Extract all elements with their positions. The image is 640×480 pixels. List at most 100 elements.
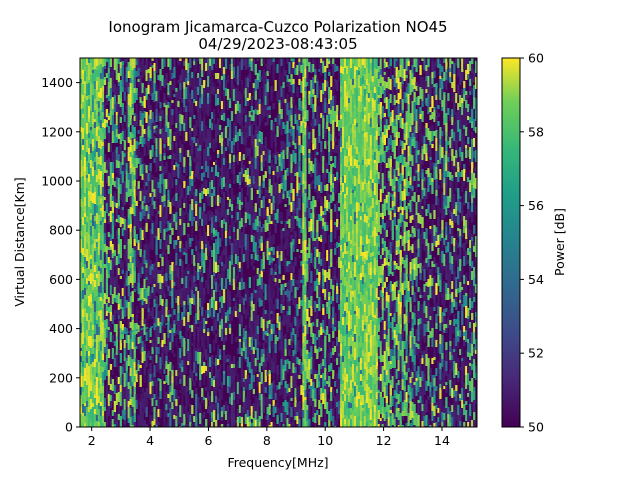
heatmap-cell xyxy=(85,351,89,358)
heatmap-cell xyxy=(115,324,119,336)
heatmap-cell xyxy=(296,162,299,172)
heatmap-cell xyxy=(248,117,252,126)
heatmap-cell xyxy=(177,236,180,240)
heatmap-cell xyxy=(316,185,319,193)
heatmap-cell xyxy=(226,232,230,238)
heatmap-cell xyxy=(256,58,259,61)
heatmap-cell xyxy=(80,423,83,427)
heatmap-cell xyxy=(167,310,170,315)
heatmap-cell xyxy=(129,58,132,66)
heatmap-cell xyxy=(91,403,95,407)
heatmap-cell xyxy=(310,398,313,406)
heatmap-cell xyxy=(256,232,259,243)
heatmap-column xyxy=(334,64,337,427)
heatmap-cell xyxy=(87,195,91,207)
heatmap-cell xyxy=(242,391,246,402)
heatmap-column xyxy=(286,58,289,427)
heatmap-cell xyxy=(129,100,132,107)
heatmap-cell xyxy=(121,393,124,399)
heatmap-cell xyxy=(320,253,323,259)
heatmap-cell xyxy=(222,165,226,177)
heatmap-cell xyxy=(85,58,89,65)
heatmap-cell xyxy=(155,236,158,243)
heatmap-cell xyxy=(133,58,136,68)
heatmap-cell xyxy=(268,399,271,404)
heatmap-cell xyxy=(314,327,317,334)
heatmap-cell xyxy=(320,378,323,388)
heatmap-cell xyxy=(201,191,204,199)
heatmap-cell xyxy=(262,108,265,118)
heatmap-cell xyxy=(336,278,339,283)
heatmap-cell xyxy=(141,63,144,75)
heatmap-cell xyxy=(270,93,273,101)
heatmap-cell xyxy=(133,82,136,88)
heatmap-cell xyxy=(236,394,240,404)
heatmap-cell xyxy=(282,357,285,365)
heatmap-cell xyxy=(191,128,194,131)
heatmap-cell xyxy=(91,112,95,124)
heatmap-cell xyxy=(248,378,252,384)
heatmap-cell xyxy=(330,114,333,124)
heatmap-cell xyxy=(183,119,186,123)
heatmap-cell xyxy=(266,193,269,199)
heatmap-cell xyxy=(137,337,140,344)
heatmap-cell xyxy=(308,419,311,424)
heatmap-cell xyxy=(258,142,261,147)
heatmap-cell xyxy=(286,402,289,410)
heatmap-cell xyxy=(304,286,307,290)
heatmap-cell xyxy=(226,75,230,83)
heatmap-column xyxy=(274,66,277,427)
heatmap-cell xyxy=(213,170,216,174)
heatmap-cell xyxy=(304,405,307,410)
heatmap-cell xyxy=(109,260,113,270)
heatmap-cell xyxy=(139,191,142,201)
heatmap-cell xyxy=(175,167,178,176)
heatmap-cell xyxy=(153,83,156,94)
heatmap-cell xyxy=(199,108,202,115)
heatmap-cell xyxy=(145,388,148,396)
heatmap-cell xyxy=(93,367,97,379)
heatmap-cell xyxy=(246,58,250,69)
heatmap-cell xyxy=(115,388,119,393)
heatmap-cell xyxy=(87,320,91,330)
heatmap-cell xyxy=(153,94,156,102)
heatmap-cell xyxy=(270,318,273,324)
heatmap-cell xyxy=(153,177,156,189)
heatmap-cell xyxy=(143,87,146,96)
heatmap-cell xyxy=(117,366,121,372)
heatmap-cell xyxy=(125,137,128,141)
heatmap-cell xyxy=(324,80,327,91)
heatmap-cell xyxy=(324,348,327,358)
heatmap-cell xyxy=(115,112,119,115)
heatmap-cell xyxy=(222,177,226,187)
heatmap-cell xyxy=(159,310,162,322)
heatmap-cell xyxy=(163,421,166,427)
heatmap-cell xyxy=(139,188,142,191)
heatmap-cell xyxy=(99,250,103,260)
heatmap-column xyxy=(135,58,138,409)
heatmap-cell xyxy=(270,341,273,348)
heatmap-cell xyxy=(169,184,172,194)
heatmap-cell xyxy=(232,380,236,388)
heatmap-cell xyxy=(165,410,168,417)
heatmap-cell xyxy=(173,309,176,315)
heatmap-cell xyxy=(304,250,307,261)
heatmap-cell xyxy=(213,139,216,144)
heatmap-cell xyxy=(260,183,263,186)
heatmap-cell xyxy=(175,123,178,128)
heatmap-cell xyxy=(195,101,198,106)
heatmap-cell xyxy=(318,175,321,185)
heatmap-column xyxy=(300,58,303,417)
heatmap-cell xyxy=(236,336,240,341)
heatmap-cell xyxy=(330,151,333,156)
heatmap-cell xyxy=(252,213,255,223)
heatmap-cell xyxy=(101,312,105,322)
heatmap-cell xyxy=(85,120,89,123)
heatmap-cell xyxy=(125,271,128,278)
heatmap-cell xyxy=(199,321,202,331)
heatmap-cell xyxy=(111,109,115,115)
heatmap-cell xyxy=(147,286,150,293)
heatmap-cell xyxy=(175,276,178,279)
heatmap-cell xyxy=(80,253,83,262)
heatmap-cell xyxy=(153,323,156,330)
